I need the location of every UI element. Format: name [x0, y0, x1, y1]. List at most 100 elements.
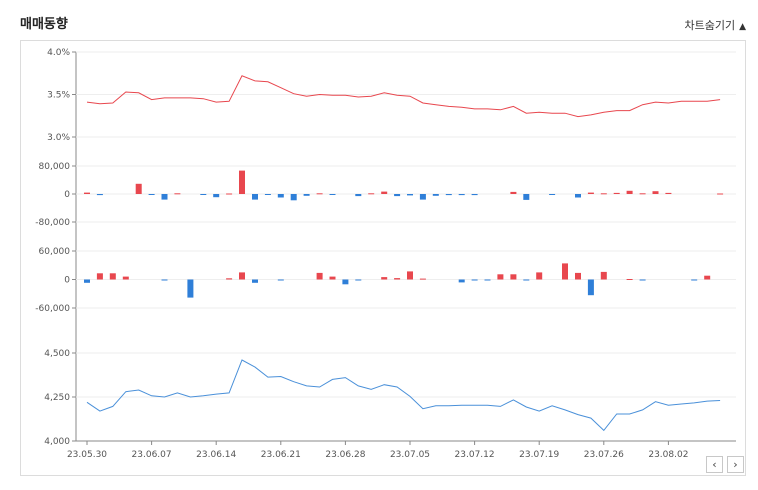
x-tick-label: 23.06.14	[196, 450, 236, 460]
bar-lower	[84, 279, 90, 283]
bar-lower	[239, 272, 245, 280]
y-tick-label: 4,000	[44, 437, 70, 447]
bar-upper	[329, 194, 336, 195]
bar-lower	[600, 271, 607, 280]
x-tick-label: 23.07.12	[455, 450, 495, 460]
bar-upper	[510, 191, 517, 194]
bar-lower	[277, 279, 284, 281]
x-tick-label: 23.07.26	[584, 450, 624, 460]
page-title: 매매동향	[20, 17, 68, 32]
next-button[interactable]: ›	[727, 456, 744, 473]
bar-upper	[264, 194, 271, 195]
price-line	[86, 359, 721, 432]
bar-upper	[445, 194, 452, 196]
bar-lower	[381, 277, 388, 280]
bar-lower	[419, 278, 426, 280]
bar-upper	[252, 194, 258, 200]
hide-chart-label: 차트숨기기	[684, 19, 736, 32]
y-tick-label: 3.0%	[47, 133, 70, 143]
bar-lower	[562, 263, 568, 280]
bar-lower	[394, 278, 401, 280]
bar-upper	[626, 190, 633, 194]
bar-upper	[458, 194, 465, 196]
y-tick-label: 60,000	[39, 247, 71, 257]
bar-lower	[471, 279, 478, 281]
bar-lower	[587, 279, 594, 296]
bar-lower	[484, 279, 491, 281]
bar-lower	[510, 274, 517, 280]
y-tick-label: 80,000	[39, 162, 71, 172]
bar-lower	[626, 279, 633, 280]
chevron-right-icon: ›	[733, 458, 738, 471]
bar-upper	[407, 194, 413, 196]
bar-upper	[381, 191, 388, 194]
bar-upper	[394, 194, 401, 197]
bar-lower	[704, 275, 711, 280]
chevron-left-icon: ‹	[712, 458, 717, 471]
bar-upper	[303, 194, 310, 196]
prev-button[interactable]: ‹	[706, 456, 723, 473]
bar-upper	[174, 193, 181, 195]
bar-upper	[316, 193, 323, 195]
bar-upper	[84, 192, 90, 194]
y-tick-label: 0	[64, 190, 70, 200]
bar-lower	[316, 272, 323, 280]
bar-upper	[471, 194, 478, 196]
bar-upper	[575, 194, 581, 198]
bar-upper	[226, 193, 233, 195]
bar-lower	[639, 279, 646, 281]
bar-lower	[342, 279, 349, 285]
bar-lower	[691, 279, 698, 281]
hide-chart-toggle[interactable]: 차트숨기기 ▲	[684, 17, 746, 33]
bar-upper	[717, 193, 724, 195]
bar-lower	[122, 276, 129, 280]
bar-upper	[523, 194, 530, 200]
y-tick-label: 4,250	[44, 393, 70, 403]
bar-lower	[458, 279, 465, 283]
triangle-up-icon: ▲	[739, 22, 746, 32]
x-tick-label: 23.06.07	[132, 450, 172, 460]
bar-upper	[587, 192, 594, 194]
x-tick-label: 23.07.05	[390, 450, 430, 460]
bar-upper	[368, 193, 375, 195]
y-tick-label: 3.5%	[47, 91, 70, 101]
bar-upper	[239, 170, 245, 194]
bar-upper	[639, 193, 646, 195]
bar-upper	[652, 191, 659, 194]
bar-upper	[355, 194, 362, 197]
bar-upper	[96, 194, 103, 196]
x-tick-label: 23.05.30	[67, 450, 107, 460]
x-tick-label: 23.08.02	[648, 450, 688, 460]
chart-frame	[20, 40, 746, 476]
bar-lower	[497, 274, 504, 280]
bar-lower	[329, 276, 336, 280]
bar-lower	[109, 273, 116, 280]
bar-upper	[600, 193, 607, 195]
bar-upper	[290, 194, 297, 201]
bar-upper	[613, 192, 620, 194]
y-tick-label: 4.0%	[47, 48, 70, 58]
bar-lower	[187, 279, 194, 298]
y-tick-label: -80,000	[35, 218, 70, 228]
x-tick-label: 23.06.21	[261, 450, 301, 460]
bar-upper	[200, 194, 207, 195]
y-tick-label: 0	[64, 276, 70, 286]
bar-lower	[575, 272, 581, 280]
bar-upper	[148, 194, 155, 195]
bar-lower	[252, 279, 258, 283]
bar-lower	[523, 279, 530, 281]
bar-lower	[161, 279, 168, 281]
bar-lower	[355, 279, 362, 281]
bar-upper	[135, 183, 142, 194]
x-tick-label: 23.06.28	[325, 450, 365, 460]
y-tick-label: 4,500	[44, 349, 70, 359]
bar-upper	[549, 194, 556, 195]
bar-upper	[161, 194, 168, 200]
bar-upper	[665, 192, 672, 194]
ratio-line	[86, 75, 721, 118]
bar-lower	[407, 271, 413, 280]
bar-upper	[213, 194, 220, 198]
bar-upper	[277, 194, 284, 198]
bar-upper	[419, 194, 426, 200]
bar-lower	[96, 273, 103, 280]
